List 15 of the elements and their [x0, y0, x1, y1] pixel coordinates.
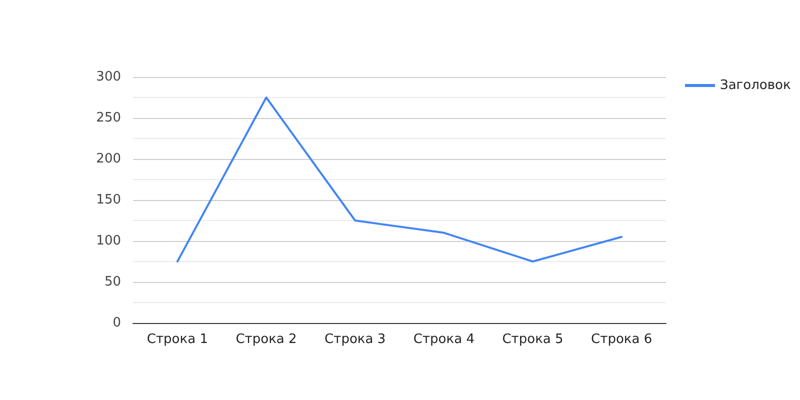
x-tick-label: Строка 3 [324, 332, 386, 347]
y-tick-label: 200 [96, 152, 121, 166]
y-tick-label: 100 [96, 234, 121, 248]
x-tick-label: Строка 6 [591, 332, 652, 347]
x-tick-label: Строка 2 [236, 332, 297, 347]
y-tick-label: 50 [104, 274, 121, 290]
x-tick-label: Строка 4 [413, 332, 474, 347]
y-tick-label: 0 [112, 316, 121, 330]
x-tick-label: Строка 5 [502, 332, 564, 347]
y-tick-label: 300 [96, 70, 121, 84]
x-tick-label: Строка 1 [146, 332, 208, 347]
legend-label: Заголовок [720, 78, 791, 93]
y-tick-label: 150 [96, 192, 121, 208]
y-tick-label: 250 [96, 110, 121, 126]
line-series [176, 96, 623, 262]
